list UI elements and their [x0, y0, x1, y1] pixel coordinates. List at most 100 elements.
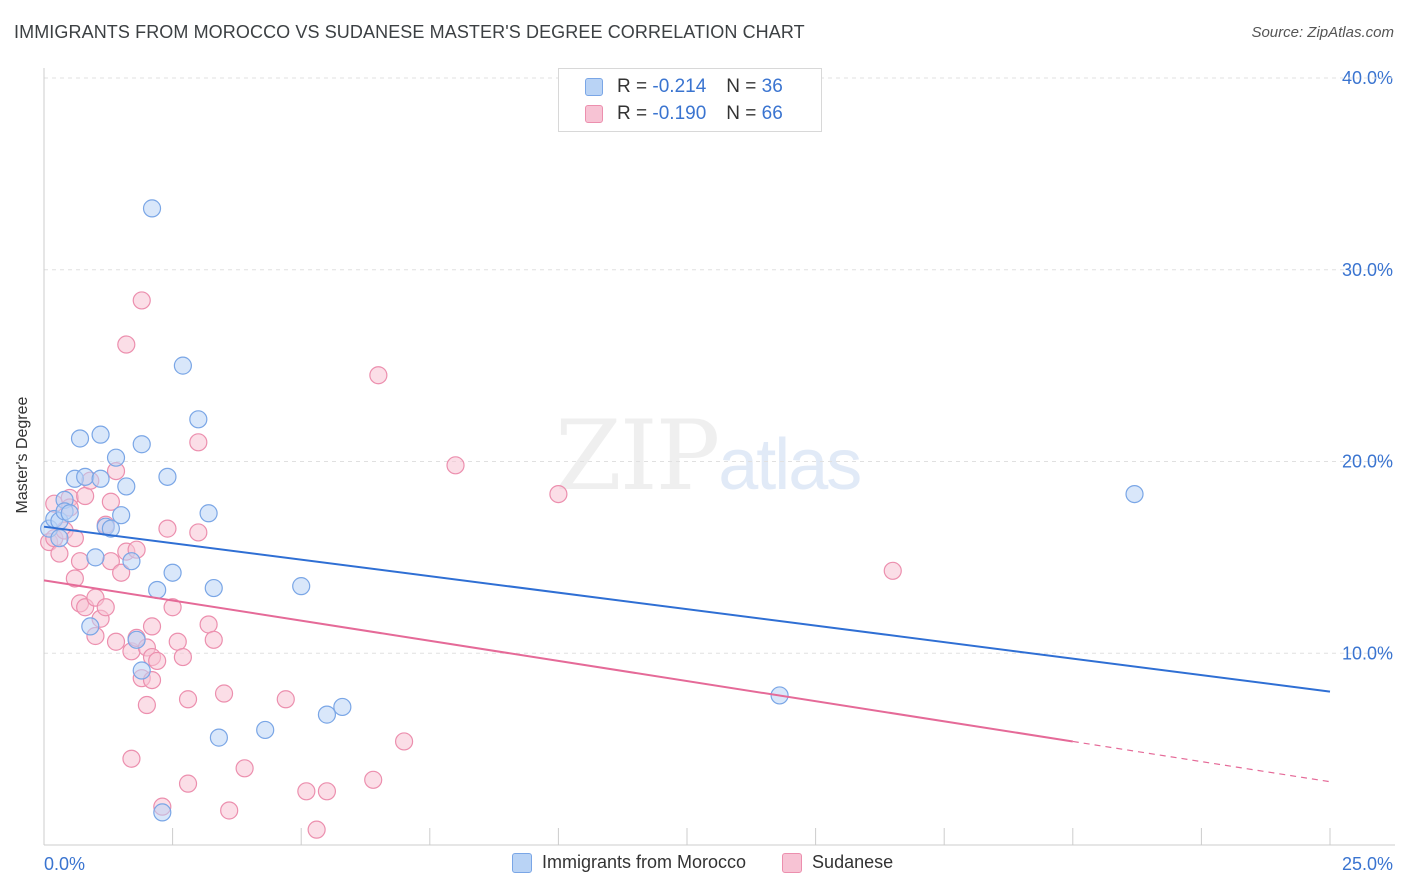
- point-sudanese: [235, 759, 254, 778]
- point-morocco: [148, 580, 167, 600]
- point-morocco: [91, 469, 110, 488]
- point-sudanese: [189, 433, 208, 452]
- point-sudanese: [122, 749, 141, 768]
- point-morocco: [117, 477, 136, 496]
- series-legend: Immigrants from Morocco Sudanese: [512, 852, 929, 873]
- x-tick-label-max: 25.0%: [1342, 854, 1393, 874]
- point-sudanese: [276, 690, 295, 709]
- point-sudanese: [132, 291, 151, 310]
- point-sudanese: [158, 519, 177, 538]
- series-swatch-pink: [782, 852, 803, 873]
- point-sudanese: [70, 552, 90, 571]
- point-sudanese: [364, 770, 383, 789]
- point-sudanese: [142, 617, 162, 636]
- trendline-sudanese: [43, 579, 1073, 743]
- point-sudanese: [173, 647, 192, 667]
- point-morocco: [189, 410, 208, 429]
- point-morocco: [112, 506, 131, 525]
- series-swatch-blue: [512, 852, 532, 873]
- legend-r-value: -0.190: [652, 103, 707, 124]
- point-morocco: [292, 577, 311, 596]
- point-sudanese: [65, 569, 84, 588]
- point-morocco: [333, 697, 352, 717]
- point-morocco: [256, 720, 275, 740]
- watermark: ZIPatlas: [555, 400, 862, 512]
- point-sudanese: [148, 651, 167, 671]
- trendline-extension-sudanese: [1072, 740, 1331, 783]
- point-sudanese: [214, 684, 234, 703]
- point-sudanese: [112, 563, 131, 582]
- series-label-sudanese: Sudanese: [812, 852, 894, 872]
- point-sudanese: [199, 615, 218, 634]
- point-morocco: [204, 578, 223, 598]
- point-morocco: [209, 728, 228, 747]
- point-sudanese: [394, 732, 414, 751]
- point-sudanese: [189, 523, 208, 542]
- point-sudanese: [168, 632, 187, 651]
- point-morocco: [86, 548, 105, 567]
- point-morocco: [101, 519, 120, 538]
- point-morocco: [317, 705, 337, 724]
- point-morocco: [106, 448, 126, 467]
- point-sudanese: [76, 486, 95, 506]
- point-morocco: [50, 529, 69, 548]
- point-sudanese: [178, 774, 198, 793]
- point-morocco: [60, 504, 79, 523]
- point-sudanese: [117, 335, 136, 354]
- point-sudanese: [307, 820, 326, 839]
- point-sudanese: [137, 695, 156, 715]
- legend-n-label: N =: [726, 76, 757, 97]
- series-label-morocco: Immigrants from Morocco: [542, 852, 747, 872]
- point-morocco: [163, 563, 182, 582]
- watermark-atlas: atlas: [718, 425, 862, 505]
- y-tick-label: 30.0%: [1342, 260, 1393, 280]
- point-morocco: [158, 467, 177, 486]
- x-tick-label-min: 0.0%: [44, 854, 85, 874]
- point-sudanese: [220, 801, 239, 820]
- legend-r-value: -0.214: [652, 76, 707, 97]
- point-sudanese: [883, 561, 902, 580]
- point-sudanese: [297, 782, 316, 801]
- point-sudanese: [446, 456, 465, 475]
- series-legend-morocco[interactable]: Immigrants from Morocco: [512, 852, 746, 873]
- legend-n-label: N =: [726, 103, 757, 124]
- point-sudanese: [106, 632, 126, 651]
- point-sudanese: [101, 492, 120, 511]
- legend-r-label: R =: [617, 103, 648, 124]
- chart-title: IMMIGRANTS FROM MOROCCO VS SUDANESE MAST…: [14, 22, 805, 42]
- point-morocco: [173, 356, 192, 375]
- legend-swatch-pink: [585, 105, 603, 123]
- legend-n-value: 66: [761, 103, 783, 124]
- point-sudanese: [204, 630, 223, 649]
- y-axis-label: Master's Degree: [14, 396, 31, 514]
- point-morocco: [91, 425, 110, 444]
- point-morocco: [70, 429, 90, 448]
- point-morocco: [142, 199, 162, 218]
- legend-row-sudanese: R = -0.190 N = 66: [585, 102, 783, 126]
- point-sudanese: [96, 598, 115, 617]
- legend-r-label: R =: [617, 76, 648, 97]
- series-legend-sudanese[interactable]: Sudanese: [782, 852, 893, 873]
- point-morocco: [132, 435, 151, 454]
- point-sudanese: [50, 544, 69, 563]
- point-sudanese: [369, 366, 388, 385]
- correlation-legend: R = -0.214 N = 36 R = -0.190 N = 66: [558, 68, 822, 132]
- point-sudanese: [317, 782, 337, 801]
- legend-swatch-blue: [585, 78, 603, 96]
- watermark-zip: ZIP: [555, 400, 720, 512]
- point-morocco: [132, 661, 151, 680]
- legend-row-morocco: R = -0.214 N = 36: [585, 75, 783, 99]
- point-sudanese: [549, 484, 568, 504]
- point-morocco: [76, 467, 95, 486]
- point-sudanese: [163, 598, 182, 617]
- y-tick-label: 10.0%: [1342, 643, 1393, 663]
- point-morocco: [153, 803, 172, 822]
- point-morocco: [122, 552, 141, 571]
- point-morocco: [199, 504, 218, 523]
- legend-n-value: 36: [761, 76, 783, 97]
- y-tick-label: 20.0%: [1342, 452, 1393, 472]
- source-label: Source: ZipAtlas.com: [1251, 24, 1394, 41]
- point-morocco: [81, 617, 100, 636]
- point-sudanese: [178, 690, 198, 709]
